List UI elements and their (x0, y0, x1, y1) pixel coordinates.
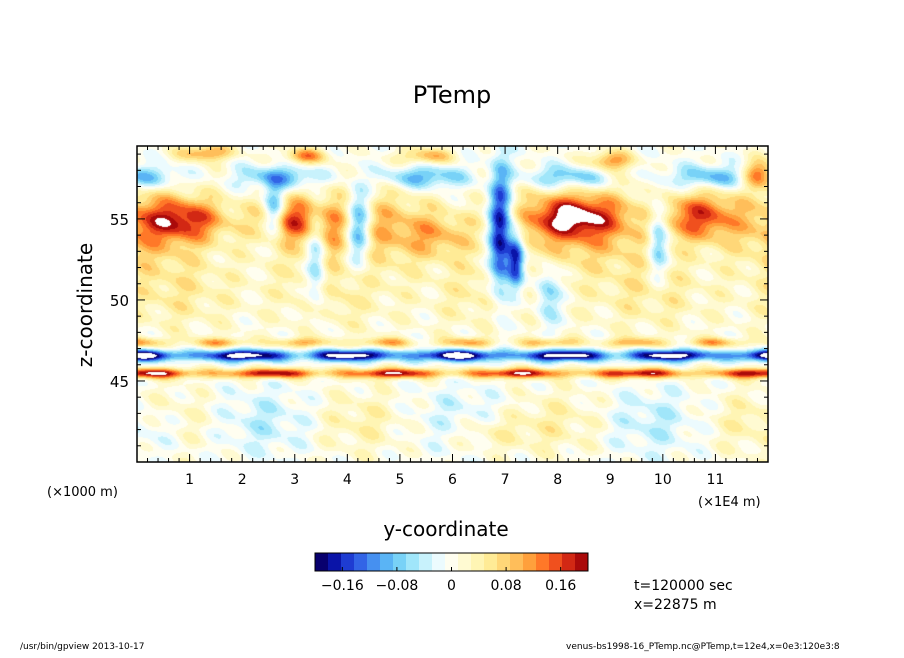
colorbar: −0.16 −0.08 0 0.08 0.16 (314, 552, 589, 594)
colorbar-swatch (393, 553, 407, 571)
position-annotation: x=22875 m (634, 597, 717, 613)
x-unit-right: (×1E4 m) (698, 495, 761, 510)
colorbar-swatch (536, 553, 550, 571)
colorbar-label: 0.08 (491, 578, 522, 594)
footer-right: venus-bs1998-16_PTemp.nc@PTemp,t=12e4,x=… (566, 642, 840, 652)
plot-area (137, 146, 768, 462)
x-tick-label: 8 (553, 472, 562, 488)
colorbar-swatch (575, 553, 589, 571)
y-tick-label: 55 (110, 211, 129, 229)
colorbar-swatch (549, 553, 563, 571)
heatmap-field (137, 146, 768, 462)
colorbar-swatch (445, 553, 459, 571)
x-tick-label: 3 (290, 472, 299, 488)
x-tick-label: 11 (707, 472, 725, 488)
x-tick-label: 9 (606, 472, 615, 488)
x-tick-label: 4 (343, 472, 352, 488)
colorbar-label: −0.16 (321, 578, 364, 594)
colorbar-label: 0.16 (545, 578, 576, 594)
colorbar-swatch (432, 553, 446, 571)
time-annotation: t=120000 sec (634, 578, 733, 594)
y-axis-label: z-coordinate (73, 243, 97, 367)
x-tick-label: 1 (185, 472, 194, 488)
chart-title: PTemp (413, 81, 491, 109)
y-tick-label: 45 (110, 373, 129, 391)
colorbar-swatch (354, 553, 368, 571)
colorbar-swatch (419, 553, 433, 571)
y-tick-label: 50 (110, 292, 129, 310)
colorbar-swatch (380, 553, 394, 571)
x-tick-label: 10 (654, 472, 672, 488)
x-axis-label: y-coordinate (383, 517, 508, 541)
x-tick-label: 7 (501, 472, 510, 488)
colorbar-swatch (341, 553, 355, 571)
colorbar-swatch (406, 553, 420, 571)
colorbar-label: −0.08 (375, 578, 418, 594)
footer-left: /usr/bin/gpview 2013-10-17 (20, 642, 145, 652)
colorbar-swatch (328, 553, 342, 571)
colorbar-swatch (497, 553, 511, 571)
colorbar-swatch (484, 553, 498, 571)
colorbar-swatch (471, 553, 485, 571)
colorbar-label: 0 (447, 578, 456, 594)
colorbar-swatch (458, 553, 472, 571)
colorbar-swatch (510, 553, 524, 571)
x-tick-label: 5 (395, 472, 404, 488)
colorbar-swatch (315, 553, 329, 571)
colorbar-swatch (523, 553, 537, 571)
colorbar-swatch (562, 553, 576, 571)
x-tick-label: 2 (238, 472, 247, 488)
x-tick-label: 6 (448, 472, 457, 488)
colorbar-swatch (367, 553, 381, 571)
x-unit-left: (×1000 m) (47, 485, 118, 500)
